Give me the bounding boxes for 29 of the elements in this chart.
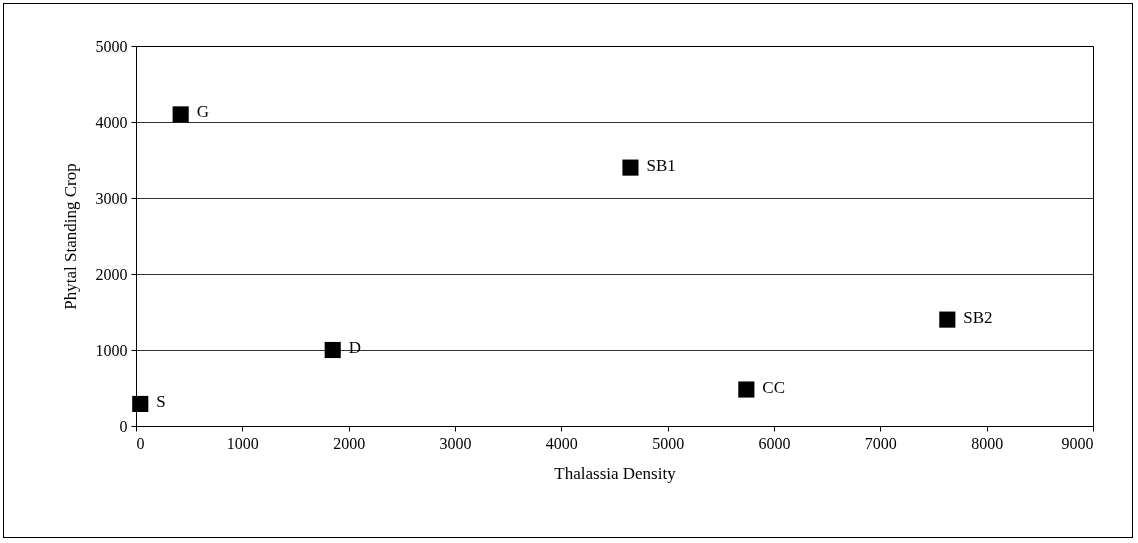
annotation: SB1: [646, 155, 676, 175]
annotation: G: [196, 102, 209, 122]
point: [738, 381, 755, 398]
x-tick-label: 5000: [652, 434, 685, 452]
point: [132, 395, 149, 413]
y-tick-label: 1000: [95, 341, 128, 359]
y-axis-title: Phytal Standing Crop: [60, 163, 80, 310]
x-tick-label: 7000: [864, 434, 897, 452]
annotation: S: [156, 391, 166, 411]
y-tick-label: 3000: [95, 189, 128, 207]
x-tick-label: 9000: [1061, 434, 1094, 452]
x-axis-title: Thalassia Density: [554, 463, 677, 483]
x-tick-label: 4000: [545, 434, 578, 452]
point: [939, 311, 956, 328]
x-tick-label: 0: [136, 434, 145, 452]
y-tick-label: 5000: [95, 37, 128, 55]
x-tick-label: 6000: [758, 434, 791, 452]
point: [172, 106, 189, 123]
y-tick-label: 4000: [95, 113, 128, 131]
x-tick-label: 1000: [226, 434, 259, 452]
x-tick-label: 2000: [333, 434, 366, 452]
y-tick-label: 0: [119, 417, 128, 435]
point: [324, 341, 341, 359]
annotation: CC: [762, 377, 786, 397]
x-tick-label: 8000: [971, 434, 1004, 452]
point: [622, 159, 639, 176]
annotation: SB2: [963, 307, 993, 327]
y-tick-label: 2000: [95, 265, 128, 283]
x-tick-label: 3000: [439, 434, 472, 452]
